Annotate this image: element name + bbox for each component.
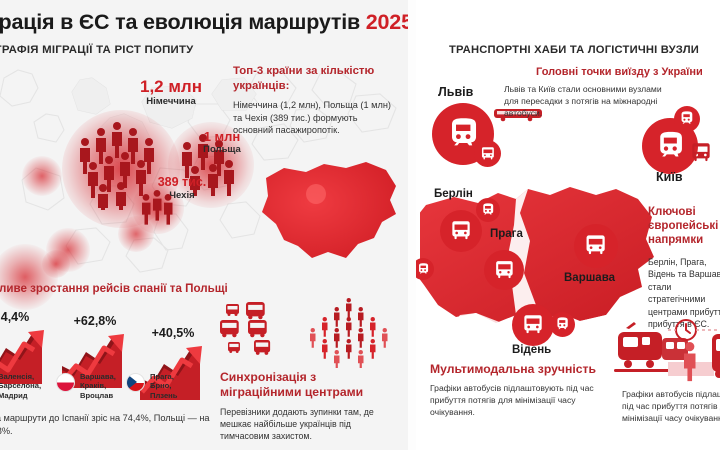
- train-icon: [418, 262, 428, 274]
- legend-cities-czech: Прага, Брно, Плзень: [150, 372, 178, 400]
- callout-poland: 1 млн Польща: [182, 129, 262, 156]
- callout-germany-country: Німеччина: [146, 96, 196, 108]
- growth-charts: 4,4% +62,8%: [0, 306, 214, 400]
- bus-icon: [452, 221, 470, 240]
- growth-footnote: т на маршрути до Іспанії зріс на 74,4%, …: [0, 413, 210, 436]
- city-pin-vienna-train: [550, 312, 575, 337]
- city-circle-warsaw: [574, 224, 618, 268]
- legend-item-poland: Варшава, Краків, Вроцлав: [56, 372, 116, 400]
- multimodal-heading: Мультимодальна зручність: [430, 362, 596, 376]
- multimodal-body: Графіки автобусів підлаштовують під час …: [430, 383, 594, 418]
- callout-germany-value: 1,2 млн: [140, 77, 202, 96]
- train-icon: [659, 131, 682, 157]
- page-title-text: іграція в ЄС та еволюція маршрутів: [0, 10, 366, 34]
- hub-label-lviv: Львів: [438, 85, 474, 99]
- page-subtitle: ОГРАФІЯ МІГРАЦІЇ ТА РІСТ ПОПИТУ: [0, 44, 194, 56]
- people-cluster-czech: [140, 188, 178, 226]
- panel-divider: [408, 0, 416, 450]
- person-icon: [684, 342, 696, 382]
- growth-chart-poland-pct: +62,8%: [73, 314, 117, 328]
- side-heading: Ключові європейські напрямки: [648, 206, 719, 247]
- city-label-warsaw: Варшава: [564, 272, 616, 284]
- legend-item-czech: Прага, Брно, Плзень: [126, 372, 177, 400]
- city-circle-berlin: [440, 210, 482, 252]
- top3-card: Топ-3 країни за кількістю українців: Нім…: [233, 64, 399, 137]
- page-title-year: 2025: [365, 10, 408, 34]
- growth-arrow-icon: [0, 326, 50, 388]
- bus-icon: [692, 143, 710, 162]
- train-icon: [614, 322, 688, 372]
- growth-chart-spain-pct: 4,4%: [0, 310, 30, 324]
- train-icon: [483, 203, 494, 215]
- growth-chart-czech-pct: +40,5%: [151, 326, 195, 340]
- train-icon: [557, 317, 568, 330]
- right-subheading: Головні точки виїзду з України: [536, 66, 703, 78]
- train-icon: [451, 117, 476, 146]
- bus-icon: [481, 146, 494, 160]
- top3-body: Німеччина (1,2 млн), Польща (1 млн) та Ч…: [233, 100, 391, 136]
- callout-poland-value: 1 млн: [203, 129, 241, 144]
- growth-arrow-icon: [60, 330, 130, 392]
- long-bus-icon: [494, 106, 546, 122]
- sync-illustration: [220, 298, 400, 370]
- legend-cities-poland: Варшава, Краків, Вроцлав: [80, 372, 116, 400]
- callout-czech-country: Чехія: [169, 189, 195, 201]
- growth-arrow-icon: [138, 342, 208, 404]
- people-cluster-germany: [74, 118, 170, 220]
- ukraine-silhouette: [254, 148, 404, 268]
- city-pin-berlin-train: [476, 198, 500, 222]
- left-panel: 1,2 млн Німеччина 1 млн Польща 389 тис. …: [0, 0, 408, 450]
- sync-block: Синхронізація з міграційними центрами Пе…: [220, 298, 400, 442]
- legend-item-spain: Валенсія, Барселона, Мадрид: [0, 372, 41, 400]
- bus-group-icon: [220, 300, 298, 362]
- growth-chart-poland: +62,8%: [58, 314, 132, 392]
- sync-body: Перевізники додають зупинки там, де мешк…: [220, 406, 374, 441]
- right-kicker: ТРАНСПОРТНІ ХАБИ ТА ЛОГІСТИЧНІ ВУЗЛИ: [448, 44, 700, 56]
- bus-icon: [524, 315, 542, 334]
- city-circle-vienna: [512, 304, 554, 346]
- bus-icon: [586, 235, 606, 255]
- right-panel: KLR ТРАНСПОРТНІ ХАБИ ТА ЛОГІСТИЧНІ ВУЗЛИ…: [416, 0, 720, 450]
- people-cluster-poland: [178, 126, 244, 202]
- hub-note: Львів та Київ стали основними вузлами дл…: [504, 84, 662, 118]
- growth-chart-spain: 4,4%: [0, 310, 52, 388]
- growth-legend: Валенсія, Барселона, Мадрид Варшава, Кра…: [0, 372, 220, 406]
- bus-icon: [712, 334, 720, 378]
- hub-pin-lviv-bus: [474, 140, 501, 167]
- hub-label-kyiv: Київ: [656, 170, 683, 184]
- train-icon: [681, 111, 693, 125]
- hub-bus-kyiv-icon: [688, 140, 714, 166]
- growth-chart-czech: +40,5%: [136, 326, 210, 404]
- bus-icon: [495, 260, 513, 278]
- callout-germany: 1,2 млн Німеччина: [116, 77, 226, 108]
- callout-czech-value: 389 тис.: [157, 175, 207, 189]
- city-label-vienna: Відень: [512, 344, 552, 356]
- city-label-prague: Прага: [490, 228, 523, 240]
- city-label-berlin: Берлін: [434, 188, 473, 200]
- czech-flag-icon: [126, 373, 145, 392]
- sync-heading: Синхронізація з міграційними центрами: [220, 370, 364, 400]
- multimodal-illustration: [612, 318, 720, 384]
- city-pin-train-left: [416, 258, 434, 280]
- poland-flag-icon: [56, 373, 75, 392]
- callout-poland-country: Польща: [203, 144, 241, 156]
- multimodal-body-repeat: Графіки автобусів підлаштову під час при…: [622, 389, 720, 424]
- city-circle-prague: [484, 250, 524, 290]
- callout-czech: 389 тис. Чехія: [132, 176, 232, 201]
- legend-cities-spain: Валенсія, Барселона, Мадрид: [0, 372, 42, 400]
- multimodal-block: Мультимодальна зручність Графіки автобус…: [430, 362, 620, 418]
- hub-pin-kyiv-train: [674, 106, 700, 132]
- crowd-people-icon: [300, 298, 400, 370]
- page-title: іграція в ЄС та еволюція маршрутів 2025: [0, 10, 408, 35]
- top3-heading: Топ-3 країни за кількістю українців:: [233, 65, 375, 92]
- growth-heading: ухливе зростання рейсів спанії та Польщі: [0, 282, 228, 295]
